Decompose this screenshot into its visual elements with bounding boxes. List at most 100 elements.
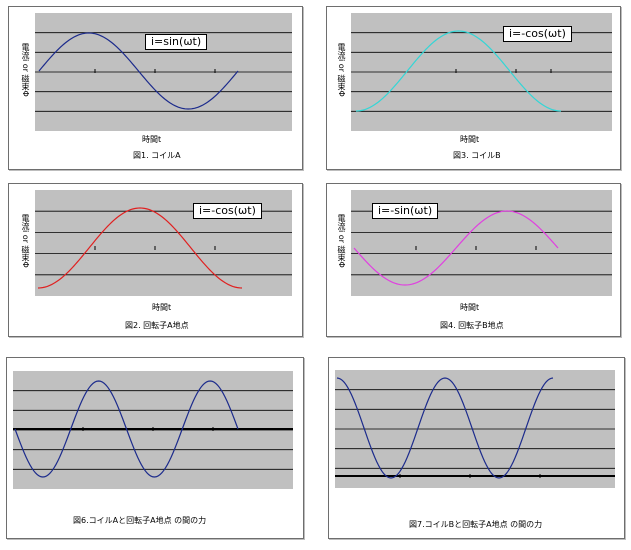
data-point: [545, 233, 546, 234]
plot-area-fig1: [35, 13, 292, 131]
data-point: [14, 428, 15, 429]
formula-box: i=-sin(ωt): [372, 203, 439, 219]
data-point: [76, 35, 77, 36]
series-line: [353, 210, 559, 286]
data-point: [190, 247, 191, 248]
chart-svg-fig7: [335, 377, 615, 479]
y-axis-label: 電流i or 磁束Φ: [21, 214, 30, 268]
data-point: [203, 263, 204, 264]
data-point: [175, 105, 176, 106]
data-point: [125, 56, 126, 57]
data-point: [150, 85, 151, 86]
formula-box: i=-cos(ωt): [193, 203, 262, 219]
data-point: [481, 221, 482, 222]
data-point: [88, 32, 89, 33]
data-point: [407, 70, 408, 71]
data-point: [552, 377, 553, 378]
data-point: [548, 107, 549, 108]
x-axis-label: 時間t: [142, 135, 162, 144]
data-point: [50, 284, 51, 285]
data-point: [139, 207, 140, 208]
y-axis-label: 電流i or 磁束Φ: [21, 43, 30, 97]
data-point: [509, 70, 510, 71]
data-point: [417, 281, 418, 282]
figure-caption: 図4. 回転子B地点: [440, 321, 504, 330]
data-point: [241, 287, 242, 288]
data-point: [392, 281, 393, 282]
data-point: [196, 394, 197, 395]
data-point: [417, 427, 418, 428]
data-point: [200, 105, 201, 106]
data-point: [443, 261, 444, 262]
data-point: [535, 99, 536, 100]
data-point: [229, 284, 230, 285]
data-point: [70, 428, 71, 429]
data-point: [496, 55, 497, 56]
data-point: [178, 232, 179, 233]
formula-box: i=-cos(ωt): [503, 26, 572, 42]
series-line: [14, 380, 239, 478]
plot-area-fig6: [13, 371, 293, 489]
data-point: [154, 476, 155, 477]
data-point: [431, 392, 432, 393]
data-point: [458, 392, 459, 393]
series-line: [38, 32, 239, 110]
data-point: [163, 97, 164, 98]
data-point: [126, 428, 127, 429]
data-point: [458, 30, 459, 31]
formula-box: i=sin(ωt): [145, 34, 208, 50]
chart-svg-fig2: [35, 207, 292, 289]
series-line: [336, 377, 554, 479]
data-point: [188, 108, 189, 109]
data-point: [127, 211, 128, 212]
data-point: [366, 261, 367, 262]
data-point: [379, 274, 380, 275]
data-point: [51, 56, 52, 57]
data-point: [114, 219, 115, 220]
data-point: [84, 394, 85, 395]
data-point: [223, 394, 224, 395]
data-point: [353, 247, 354, 248]
data-point: [484, 42, 485, 43]
data-point: [444, 377, 445, 378]
data-point: [237, 428, 238, 429]
data-point: [430, 274, 431, 275]
data-point: [63, 276, 64, 277]
x-axis-label: 時間t: [460, 303, 480, 312]
figure-caption: 図3. コイルB: [453, 151, 501, 160]
data-point: [532, 221, 533, 222]
data-point: [98, 380, 99, 381]
y-axis-label: 電流i or 磁束Φ: [337, 43, 346, 97]
chart-svg-fig3: [351, 30, 612, 112]
chart-panel-fig4: 電流i or 磁束Φ 時間t 図4. 回転子B地点 i=-sin(ωt): [326, 183, 621, 337]
data-point: [512, 463, 513, 464]
data-point: [498, 477, 499, 478]
series-line: [37, 207, 243, 289]
data-point: [76, 263, 77, 264]
data-point: [225, 85, 226, 86]
data-point: [419, 55, 420, 56]
data-point: [485, 463, 486, 464]
data-point: [101, 35, 102, 36]
data-point: [432, 42, 433, 43]
data-point: [28, 462, 29, 463]
data-point: [522, 86, 523, 87]
figure-caption: 図2. 回転子A地点: [125, 321, 189, 330]
x-axis-label: 時間t: [460, 135, 480, 144]
x-axis-label: 時間t: [152, 303, 172, 312]
chart-panel-fig7: 図7.コイルBと回転子A地点 の間の力: [328, 357, 625, 539]
chart-panel-fig6: 図6.コイルAと回転子A地点 の間の力: [6, 357, 304, 539]
chart-panel-fig2: 電流i or 磁束Φ 時間t 図2. 回転子A地点 i=-cos(ωt): [8, 183, 303, 337]
data-point: [494, 213, 495, 214]
data-point: [213, 97, 214, 98]
figure-caption: 図7.コイルBと回転子A地点 の間の力: [409, 520, 543, 529]
data-point: [101, 232, 102, 233]
data-point: [355, 110, 356, 111]
data-point: [237, 70, 238, 71]
chart-svg-fig4: [351, 210, 612, 286]
data-point: [216, 276, 217, 277]
data-point: [56, 462, 57, 463]
data-point: [63, 43, 64, 44]
data-point: [363, 427, 364, 428]
plot-area-fig7: [335, 370, 615, 488]
